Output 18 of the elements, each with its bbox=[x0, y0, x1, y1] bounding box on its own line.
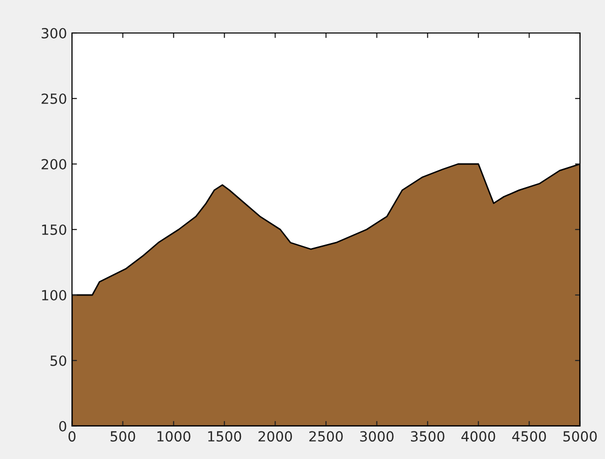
x-tick-label: 3000 bbox=[360, 431, 394, 442]
y-tick-label: 0 bbox=[59, 420, 66, 432]
y-tick-label: 200 bbox=[42, 158, 66, 170]
x-tick-label: 4000 bbox=[461, 431, 496, 442]
y-tick-label: 100 bbox=[42, 290, 66, 300]
y-tick-label: 300 bbox=[42, 28, 66, 38]
y-tick-label: 150 bbox=[42, 224, 66, 235]
x-tick-label: 1000 bbox=[157, 431, 190, 442]
x-tick-label: 0 bbox=[68, 431, 76, 442]
y-tick-label: 250 bbox=[42, 93, 66, 104]
x-tick-label: 1500 bbox=[208, 431, 242, 442]
x-tick-label: 4500 bbox=[512, 431, 546, 442]
x-tick-label: 2500 bbox=[309, 431, 343, 442]
x-tick-label: 2000 bbox=[258, 431, 292, 442]
y-tick-label: 50 bbox=[50, 355, 66, 366]
x-tick-label: 3500 bbox=[410, 431, 444, 442]
x-tick-label: 5000 bbox=[563, 431, 597, 442]
x-tick-label: 500 bbox=[110, 431, 136, 442]
